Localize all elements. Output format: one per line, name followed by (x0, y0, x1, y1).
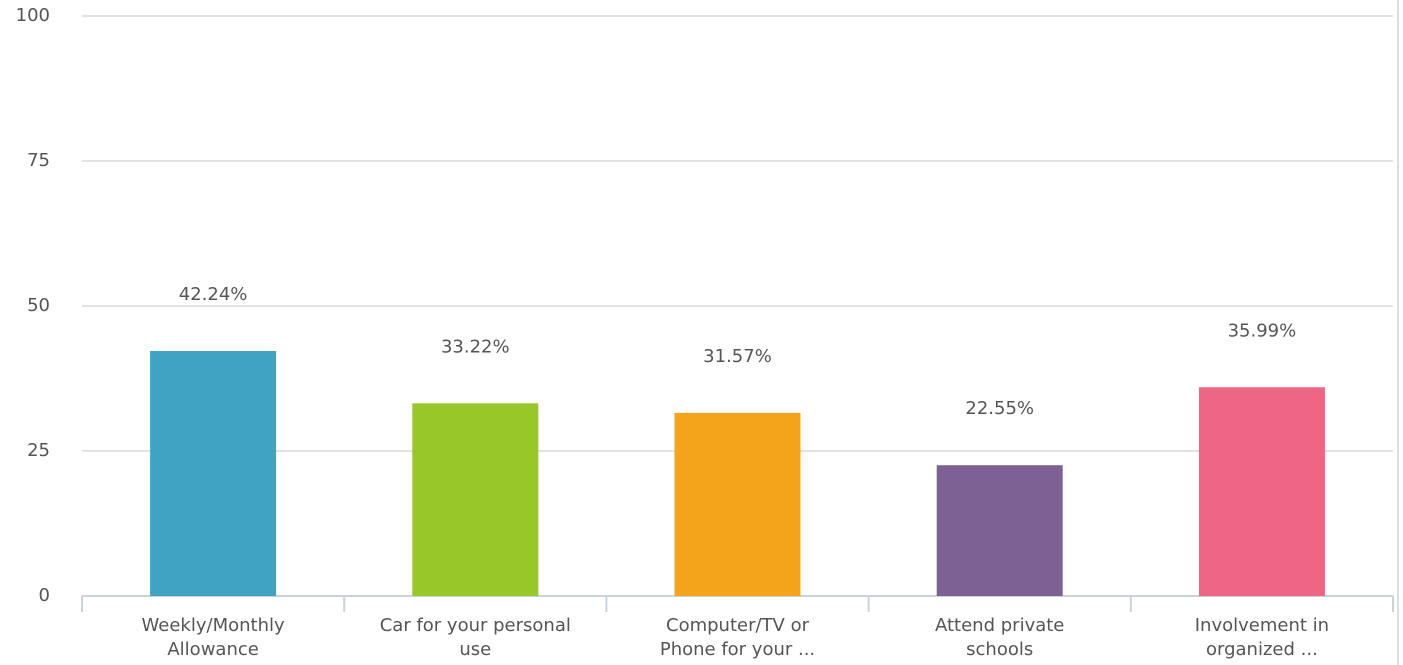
value-label: 35.99% (1228, 320, 1297, 341)
y-tick-label: 25 (27, 440, 50, 461)
y-tick-label: 50 (27, 295, 50, 316)
x-tick-label: Involvement in organized ... (1195, 615, 1329, 660)
y-tick-label: 75 (27, 150, 50, 171)
x-tick-label: Attend private schools (935, 615, 1064, 660)
value-label: 42.24% (179, 284, 248, 305)
bar (150, 351, 277, 596)
bar (412, 403, 539, 596)
value-label: 22.55% (965, 398, 1034, 419)
value-label: 33.22% (441, 336, 510, 357)
value-label: 31.57% (703, 346, 772, 367)
x-tick-label: Weekly/Monthly Allowance (142, 615, 285, 660)
x-tick-label: Car for your personal use (380, 615, 571, 660)
y-tick-label: 100 (16, 5, 50, 26)
y-tick-label: 0 (39, 585, 50, 606)
bar (1198, 387, 1325, 596)
x-tick-label: Computer/TV or Phone for your ... (660, 615, 815, 660)
bar (674, 412, 801, 596)
bar (936, 465, 1063, 596)
